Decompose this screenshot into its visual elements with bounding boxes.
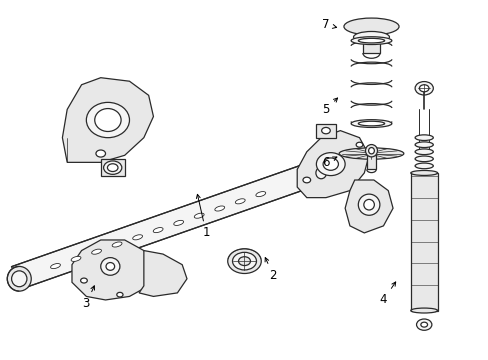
Ellipse shape <box>107 164 118 171</box>
Text: 1: 1 <box>196 194 209 239</box>
Ellipse shape <box>363 199 374 210</box>
Text: 4: 4 <box>379 282 395 306</box>
Ellipse shape <box>194 213 203 218</box>
Polygon shape <box>297 131 368 198</box>
Ellipse shape <box>214 206 224 211</box>
Polygon shape <box>11 161 326 288</box>
Ellipse shape <box>311 163 329 183</box>
Ellipse shape <box>350 37 391 45</box>
Ellipse shape <box>91 249 102 254</box>
Ellipse shape <box>106 262 114 270</box>
Ellipse shape <box>235 199 244 204</box>
Ellipse shape <box>96 150 105 157</box>
Text: 6: 6 <box>322 156 336 169</box>
Ellipse shape <box>86 102 129 138</box>
Ellipse shape <box>353 31 388 43</box>
Ellipse shape <box>71 256 81 261</box>
Ellipse shape <box>132 235 142 240</box>
Ellipse shape <box>315 167 326 179</box>
Ellipse shape <box>232 252 256 270</box>
Ellipse shape <box>343 18 398 35</box>
Ellipse shape <box>368 148 374 154</box>
Ellipse shape <box>7 266 31 291</box>
Polygon shape <box>362 37 379 53</box>
Ellipse shape <box>103 161 122 174</box>
Ellipse shape <box>323 158 338 170</box>
Ellipse shape <box>95 109 121 131</box>
Polygon shape <box>72 240 153 300</box>
Ellipse shape <box>410 308 437 313</box>
Ellipse shape <box>358 121 384 126</box>
Ellipse shape <box>419 85 428 92</box>
Text: 3: 3 <box>82 286 94 310</box>
Text: 5: 5 <box>322 98 337 116</box>
Ellipse shape <box>420 322 427 327</box>
Polygon shape <box>101 159 124 176</box>
Polygon shape <box>139 251 186 296</box>
Polygon shape <box>366 155 376 170</box>
Polygon shape <box>410 173 437 311</box>
Ellipse shape <box>12 271 27 287</box>
Ellipse shape <box>358 39 384 43</box>
Text: 7: 7 <box>322 18 336 31</box>
Ellipse shape <box>339 148 403 159</box>
Ellipse shape <box>414 156 432 162</box>
Ellipse shape <box>414 163 432 169</box>
Ellipse shape <box>414 149 432 154</box>
Polygon shape <box>316 123 335 138</box>
Ellipse shape <box>416 319 431 330</box>
Ellipse shape <box>410 171 437 175</box>
Ellipse shape <box>101 258 120 275</box>
Ellipse shape <box>238 257 250 266</box>
Ellipse shape <box>321 127 329 134</box>
Ellipse shape <box>255 192 265 197</box>
Ellipse shape <box>414 82 432 95</box>
Ellipse shape <box>355 142 362 147</box>
Ellipse shape <box>303 177 310 183</box>
Ellipse shape <box>414 135 432 140</box>
Ellipse shape <box>358 194 379 215</box>
Text: 2: 2 <box>264 258 276 282</box>
Ellipse shape <box>50 264 61 269</box>
Ellipse shape <box>81 278 87 283</box>
Ellipse shape <box>117 292 123 297</box>
Ellipse shape <box>173 220 183 225</box>
Ellipse shape <box>227 249 261 274</box>
Ellipse shape <box>153 228 163 233</box>
Polygon shape <box>345 180 392 233</box>
Ellipse shape <box>112 242 122 247</box>
Ellipse shape <box>350 120 391 127</box>
Ellipse shape <box>316 153 345 176</box>
Ellipse shape <box>365 145 377 157</box>
Ellipse shape <box>414 142 432 148</box>
Polygon shape <box>62 78 153 162</box>
